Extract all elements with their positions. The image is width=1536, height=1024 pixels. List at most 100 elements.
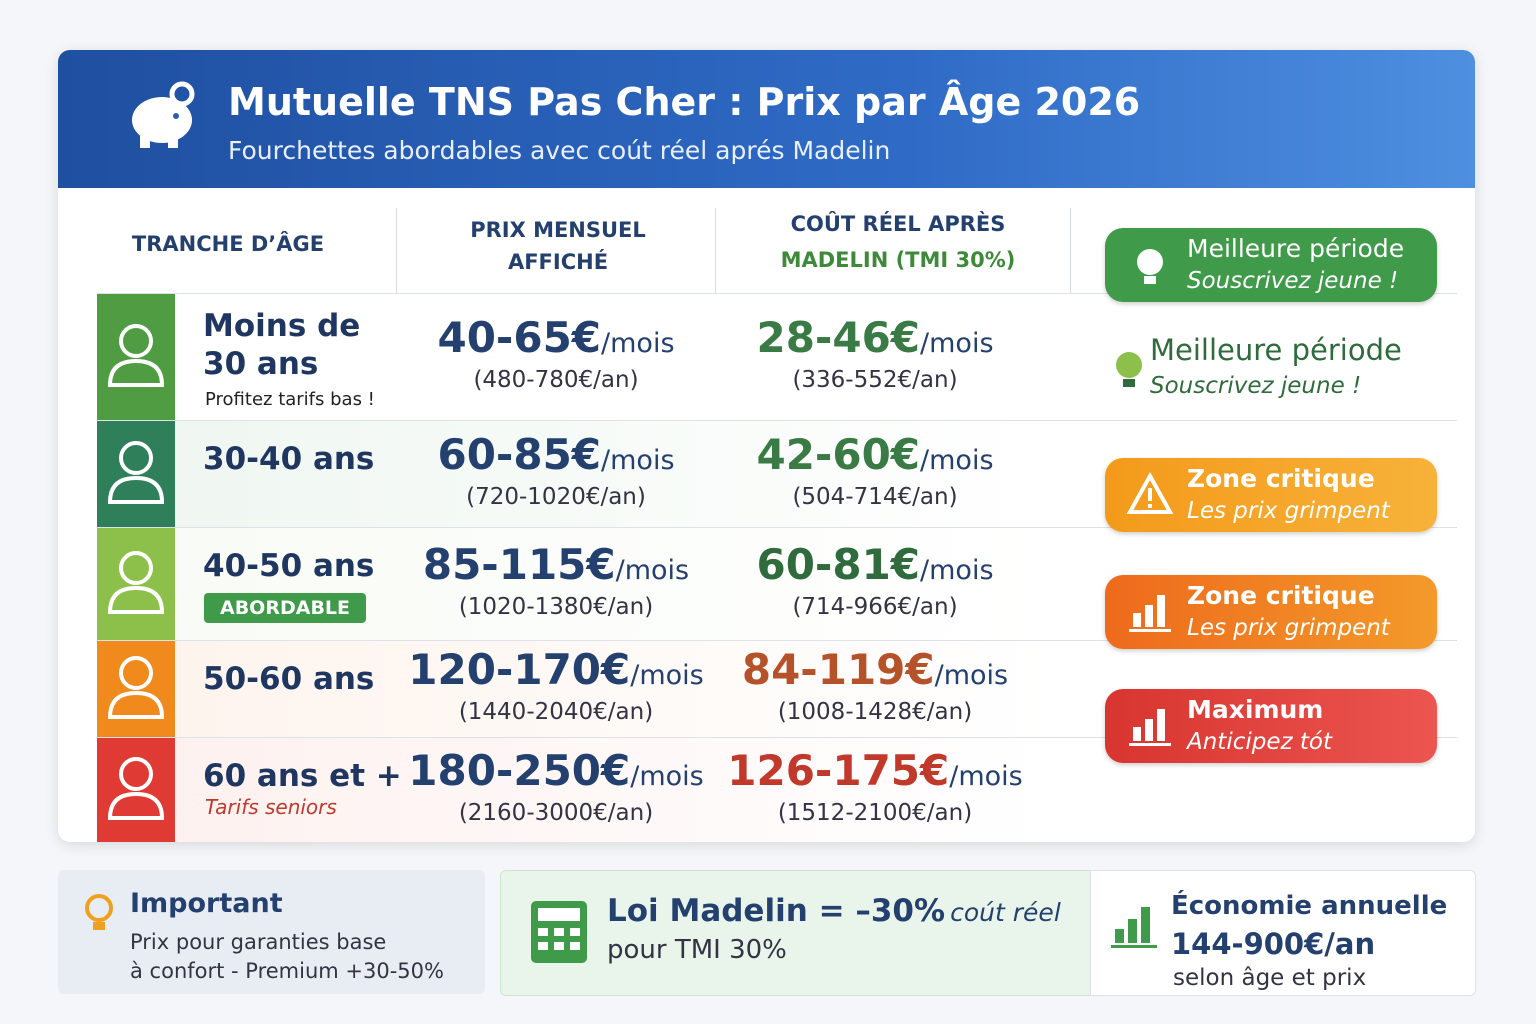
madelin-title-line: Loi Madelin = –30% coút réel: [607, 893, 1061, 929]
age-range: Moins de 30 ans: [203, 308, 361, 382]
real-range: 42-60€: [756, 429, 921, 479]
person-icon-svg: [107, 655, 165, 719]
price-unit: /mois: [601, 327, 675, 359]
status-pill: Meilleure période Souscrivez jeune !: [1105, 228, 1437, 302]
status-subtitle: Les prix grimpent: [1187, 615, 1390, 641]
status-icon: [1106, 345, 1152, 391]
price-line: 60-81€/mois: [715, 540, 1035, 589]
price-range: 120-170€: [408, 644, 631, 694]
card: Mutuelle TNS Pas Cher : Prix par Âge 202…: [58, 50, 1475, 842]
price-line: 60-85€/mois: [396, 430, 716, 479]
price-line: 84-119€/mois: [715, 645, 1035, 694]
savings-title: Économie annuelle: [1171, 891, 1448, 921]
column-header: PRIX MENSUEL AFFICHÉ: [470, 218, 646, 274]
table-row: Moins de 30 ans Profitez tarifs bas ! 40-6…: [97, 293, 1457, 420]
age-range: 40-50 ans: [203, 548, 375, 584]
price-range: 60-85€: [437, 429, 602, 479]
real-annual: (714-966€/an): [792, 593, 958, 620]
price-line: 42-60€/mois: [715, 430, 1035, 479]
status-title: Maximum: [1187, 695, 1324, 724]
person-icon-svg: [107, 323, 165, 387]
status-icon-svg: [1116, 352, 1142, 387]
price-annual: (720-1020€/an): [466, 483, 646, 510]
age-strip: [97, 293, 175, 420]
real-unit: /mois: [920, 554, 994, 586]
title: Mutuelle TNS Pas Cher : Prix par Âge 202…: [228, 80, 1141, 124]
age-strip: [97, 527, 175, 640]
important-line: à confort - Premium +30-50%: [130, 959, 444, 983]
status-title: Zone critique: [1187, 581, 1375, 610]
savings-box: Économie annuelle 144-900€/an selon âge …: [1090, 870, 1476, 996]
real-annual: (1512-2100€/an): [777, 799, 973, 826]
header: Mutuelle TNS Pas Cher : Prix par Âge 202…: [58, 50, 1475, 188]
person-icon: [104, 651, 168, 725]
savings-line: selon âge et prix: [1173, 965, 1367, 991]
price-unit: /mois: [630, 659, 704, 691]
status-icon: [1127, 589, 1173, 635]
row-divider: [97, 737, 1457, 738]
piggy-icon: [132, 81, 195, 148]
status-icon-svg: [1126, 471, 1174, 514]
real-unit: /mois: [920, 444, 994, 476]
row-divider: [97, 420, 1457, 421]
age-note: Profitez tarifs bas !: [205, 389, 375, 410]
person-icon: [104, 319, 168, 393]
chart-icon: [1111, 907, 1157, 948]
age-range: 60 ans et +: [203, 758, 402, 794]
price-unit: /mois: [630, 760, 704, 792]
real-range: 28-46€: [756, 312, 921, 362]
price-line: 126-175€/mois: [715, 746, 1035, 795]
age-strip: [97, 640, 175, 737]
status-icon: [1127, 703, 1173, 749]
status-title: Meilleure période: [1150, 333, 1402, 367]
row-divider: [97, 527, 1457, 528]
person-icon: [104, 752, 168, 826]
madelin-suffix: coút réel: [950, 898, 1061, 927]
status-subtitle: Souscrivez jeune !: [1150, 373, 1362, 399]
person-icon: [104, 546, 168, 620]
status-subtitle: Anticipez tót: [1187, 729, 1332, 755]
age-strip: [97, 737, 175, 842]
price-range: 85-115€: [422, 539, 616, 589]
madelin-line: pour TMI 30%: [607, 935, 787, 965]
age-range: 50-60 ans: [203, 661, 375, 697]
real-unit: /mois: [934, 659, 1009, 691]
status-title: Zone critique: [1187, 464, 1375, 493]
person-icon-svg: [107, 440, 165, 504]
real-range: 84-119€: [741, 644, 935, 694]
price-line: 120-170€/mois: [396, 645, 716, 694]
real-annual: (336-552€/an): [792, 366, 958, 393]
price-line: 28-46€/mois: [715, 313, 1035, 362]
real-annual: (1008-1428€/an): [777, 698, 973, 725]
real-range: 126-175€: [727, 745, 950, 795]
important-box: Important Prix pour garanties base à con…: [58, 870, 485, 994]
important-title: Important: [130, 888, 283, 919]
price-unit: /mois: [601, 444, 675, 476]
column-header: TRANCHE D’ÂGE: [131, 232, 325, 256]
status-title: Meilleure période: [1187, 234, 1405, 263]
row-divider: [97, 293, 1457, 294]
age-note: Tarifs seniors: [205, 795, 337, 819]
bulb-icon: [85, 894, 113, 930]
table: TRANCHE D’ÂGE PRIX MENSUEL AFFICHÉ COÛT …: [58, 188, 1475, 842]
status-note: Meilleure période Souscrivez jeune !: [1098, 331, 1430, 405]
price-annual: (1440-2040€/an): [458, 698, 654, 725]
real-annual: (504-714€/an): [792, 483, 958, 510]
age-strip: [97, 420, 175, 527]
status-icon-svg: [1129, 709, 1171, 746]
status-pill: Zone critique Les prix grimpent: [1105, 575, 1437, 649]
status-subtitle: Les prix grimpent: [1187, 498, 1390, 524]
person-icon-svg: [107, 550, 165, 614]
calculator-icon: [531, 901, 587, 963]
status-subtitle: Souscrivez jeune !: [1187, 268, 1399, 294]
real-unit: /mois: [920, 327, 994, 359]
real-range: 60-81€: [756, 539, 921, 589]
price-range: 180-250€: [408, 745, 631, 795]
status-icon: [1127, 242, 1173, 288]
price-annual: (1020-1380€/an): [458, 593, 654, 620]
price-range: 40-65€: [437, 312, 602, 362]
price-unit: /mois: [615, 554, 690, 586]
subtitle: Fourchettes abordables avec coút réel ap…: [228, 136, 891, 165]
price-line: 40-65€/mois: [396, 313, 716, 362]
